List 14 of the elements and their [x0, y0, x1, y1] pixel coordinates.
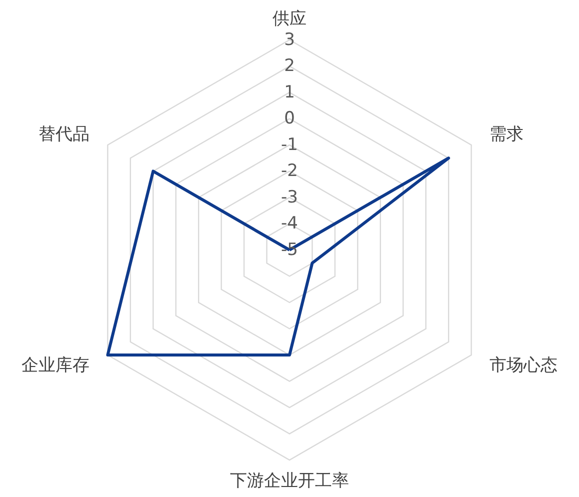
- spoke-label: 供应: [272, 8, 306, 29]
- y-tick-label: -2: [281, 161, 298, 182]
- spoke-label: 替代品: [38, 124, 90, 144]
- spoke-label: 下游企业开工率: [230, 471, 349, 492]
- spoke-label: 企业库存: [22, 356, 90, 376]
- y-tick-label: 1: [284, 82, 295, 102]
- y-tick-label: -3: [281, 187, 298, 208]
- y-tick-label: -4: [281, 214, 298, 234]
- y-tick-label: -1: [281, 134, 298, 155]
- spoke-label: 需求: [489, 124, 524, 144]
- y-tick-label: 0: [284, 108, 295, 129]
- y-tick-label: 2: [284, 56, 295, 76]
- spoke-label: 市场心态: [489, 356, 558, 376]
- y-tick-label: 3: [284, 30, 295, 50]
